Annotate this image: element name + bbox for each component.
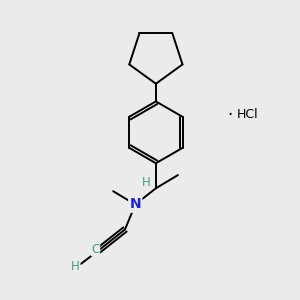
Text: H: H bbox=[142, 176, 151, 190]
Text: HCl: HCl bbox=[236, 108, 258, 121]
Text: ·: · bbox=[227, 106, 232, 124]
Text: C: C bbox=[92, 243, 100, 256]
Text: H: H bbox=[71, 260, 80, 273]
Text: N: N bbox=[130, 197, 141, 212]
